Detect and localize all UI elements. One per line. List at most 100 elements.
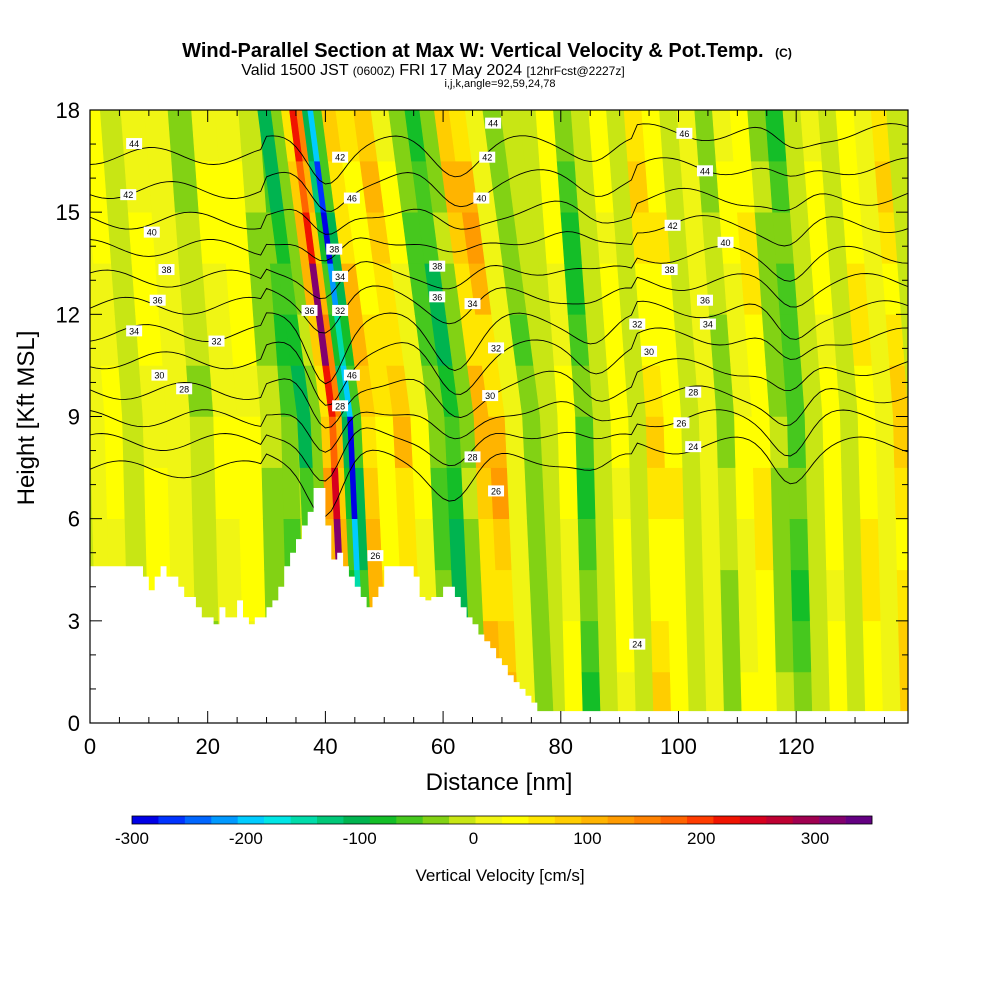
w-cell xyxy=(594,467,614,520)
colorbar-swatch xyxy=(132,816,159,824)
x-tick-label: 100 xyxy=(660,734,697,759)
valid-forecast: [12hrFcst@2227z] xyxy=(526,64,624,78)
chart-title: Wind-Parallel Section at Max W: Vertical… xyxy=(182,40,792,62)
contour-label: 28 xyxy=(464,451,481,463)
w-cell xyxy=(592,416,613,468)
w-cell xyxy=(178,262,207,315)
svg-text:38: 38 xyxy=(432,262,442,272)
contour-label: 42 xyxy=(332,151,349,163)
isentrope-28 xyxy=(90,385,908,453)
w-cell xyxy=(92,518,109,571)
w-cell xyxy=(363,467,381,520)
contour-label: 34 xyxy=(464,298,481,310)
w-cell xyxy=(120,110,149,162)
w-cell xyxy=(703,620,724,673)
plot-area: 44 42 40 38 36 34 32 30 28 38 34 32 36 42 46 46 28 26 44 42… xyxy=(90,110,908,723)
colorbar-swatch xyxy=(819,816,846,824)
w-cell xyxy=(509,518,530,571)
w-cell xyxy=(124,518,148,571)
x-tick-label: 60 xyxy=(431,734,455,759)
w-cell xyxy=(236,416,263,468)
svg-text:26: 26 xyxy=(370,551,380,561)
colorbar-tick-label: -100 xyxy=(343,829,377,848)
svg-text:38: 38 xyxy=(665,265,675,275)
w-cell xyxy=(737,569,758,622)
svg-text:36: 36 xyxy=(153,296,163,306)
w-cell xyxy=(352,110,378,162)
w-cell xyxy=(595,518,616,571)
colorbar-swatch xyxy=(475,816,503,824)
w-cell xyxy=(734,416,754,468)
w-cell xyxy=(841,467,861,520)
svg-text:44: 44 xyxy=(129,139,139,149)
y-tick-label: 6 xyxy=(68,507,80,532)
w-cell xyxy=(769,416,789,468)
w-cell xyxy=(787,416,807,468)
w-cell xyxy=(623,110,646,162)
w-cell xyxy=(419,110,442,162)
w-cell xyxy=(575,416,595,468)
w-cell xyxy=(142,416,169,468)
contour-label: 38 xyxy=(429,260,446,272)
w-cell xyxy=(143,467,170,520)
w-cell xyxy=(147,160,176,213)
w-cell xyxy=(513,620,535,673)
w-cell xyxy=(807,518,827,571)
isentrope-38 xyxy=(90,245,908,300)
w-cell xyxy=(843,569,864,622)
contour-label: 40 xyxy=(143,226,160,238)
contour-label: 44 xyxy=(485,117,502,129)
w-cell xyxy=(790,569,811,622)
contour-label: 26 xyxy=(673,417,690,429)
w-cell xyxy=(90,467,108,520)
w-cell xyxy=(218,160,247,213)
w-cell xyxy=(312,110,329,162)
svg-text:40: 40 xyxy=(147,228,157,238)
w-cell xyxy=(597,620,618,673)
isentrope-32 xyxy=(90,327,908,406)
w-cell xyxy=(307,110,321,162)
colorbar-swatch xyxy=(211,816,239,824)
w-cell xyxy=(465,569,484,622)
w-cell xyxy=(667,569,687,622)
w-cell xyxy=(379,518,401,571)
w-cell xyxy=(774,620,795,673)
contour-label: 34 xyxy=(699,318,716,330)
contour-label: 38 xyxy=(661,264,678,276)
w-cell xyxy=(198,211,227,264)
w-cell xyxy=(736,518,757,571)
x-tick-label: 0 xyxy=(84,734,96,759)
w-cell xyxy=(835,110,858,162)
contour-label: 42 xyxy=(664,219,681,231)
w-cell xyxy=(118,365,144,417)
contour-label: 38 xyxy=(158,264,175,276)
w-cell xyxy=(463,518,482,571)
w-cell xyxy=(809,620,830,673)
w-cell xyxy=(448,110,473,162)
w-cell xyxy=(896,569,908,622)
contour-label: 30 xyxy=(641,345,658,357)
isentrope-46 xyxy=(90,123,908,185)
x-tick-label: 40 xyxy=(313,734,337,759)
w-cell xyxy=(415,518,436,571)
w-cell xyxy=(229,313,258,366)
isentrope-34 xyxy=(90,300,908,385)
w-cell xyxy=(664,467,685,520)
svg-text:36: 36 xyxy=(432,292,442,302)
w-cell xyxy=(430,467,450,520)
w-cell xyxy=(716,416,737,468)
w-cell xyxy=(222,211,250,264)
w-cell xyxy=(560,518,580,571)
x-axis: 0 20 40 60 80 100 120 xyxy=(84,110,885,759)
w-cell xyxy=(580,620,600,673)
w-cell xyxy=(500,110,526,162)
w-cell xyxy=(827,620,848,673)
terrain xyxy=(90,488,908,723)
w-cell xyxy=(282,467,301,520)
w-cell xyxy=(645,416,666,468)
svg-text:30: 30 xyxy=(485,391,495,401)
svg-text:40: 40 xyxy=(721,238,731,248)
svg-text:42: 42 xyxy=(123,190,133,200)
potential-temperature-contours xyxy=(90,123,908,517)
